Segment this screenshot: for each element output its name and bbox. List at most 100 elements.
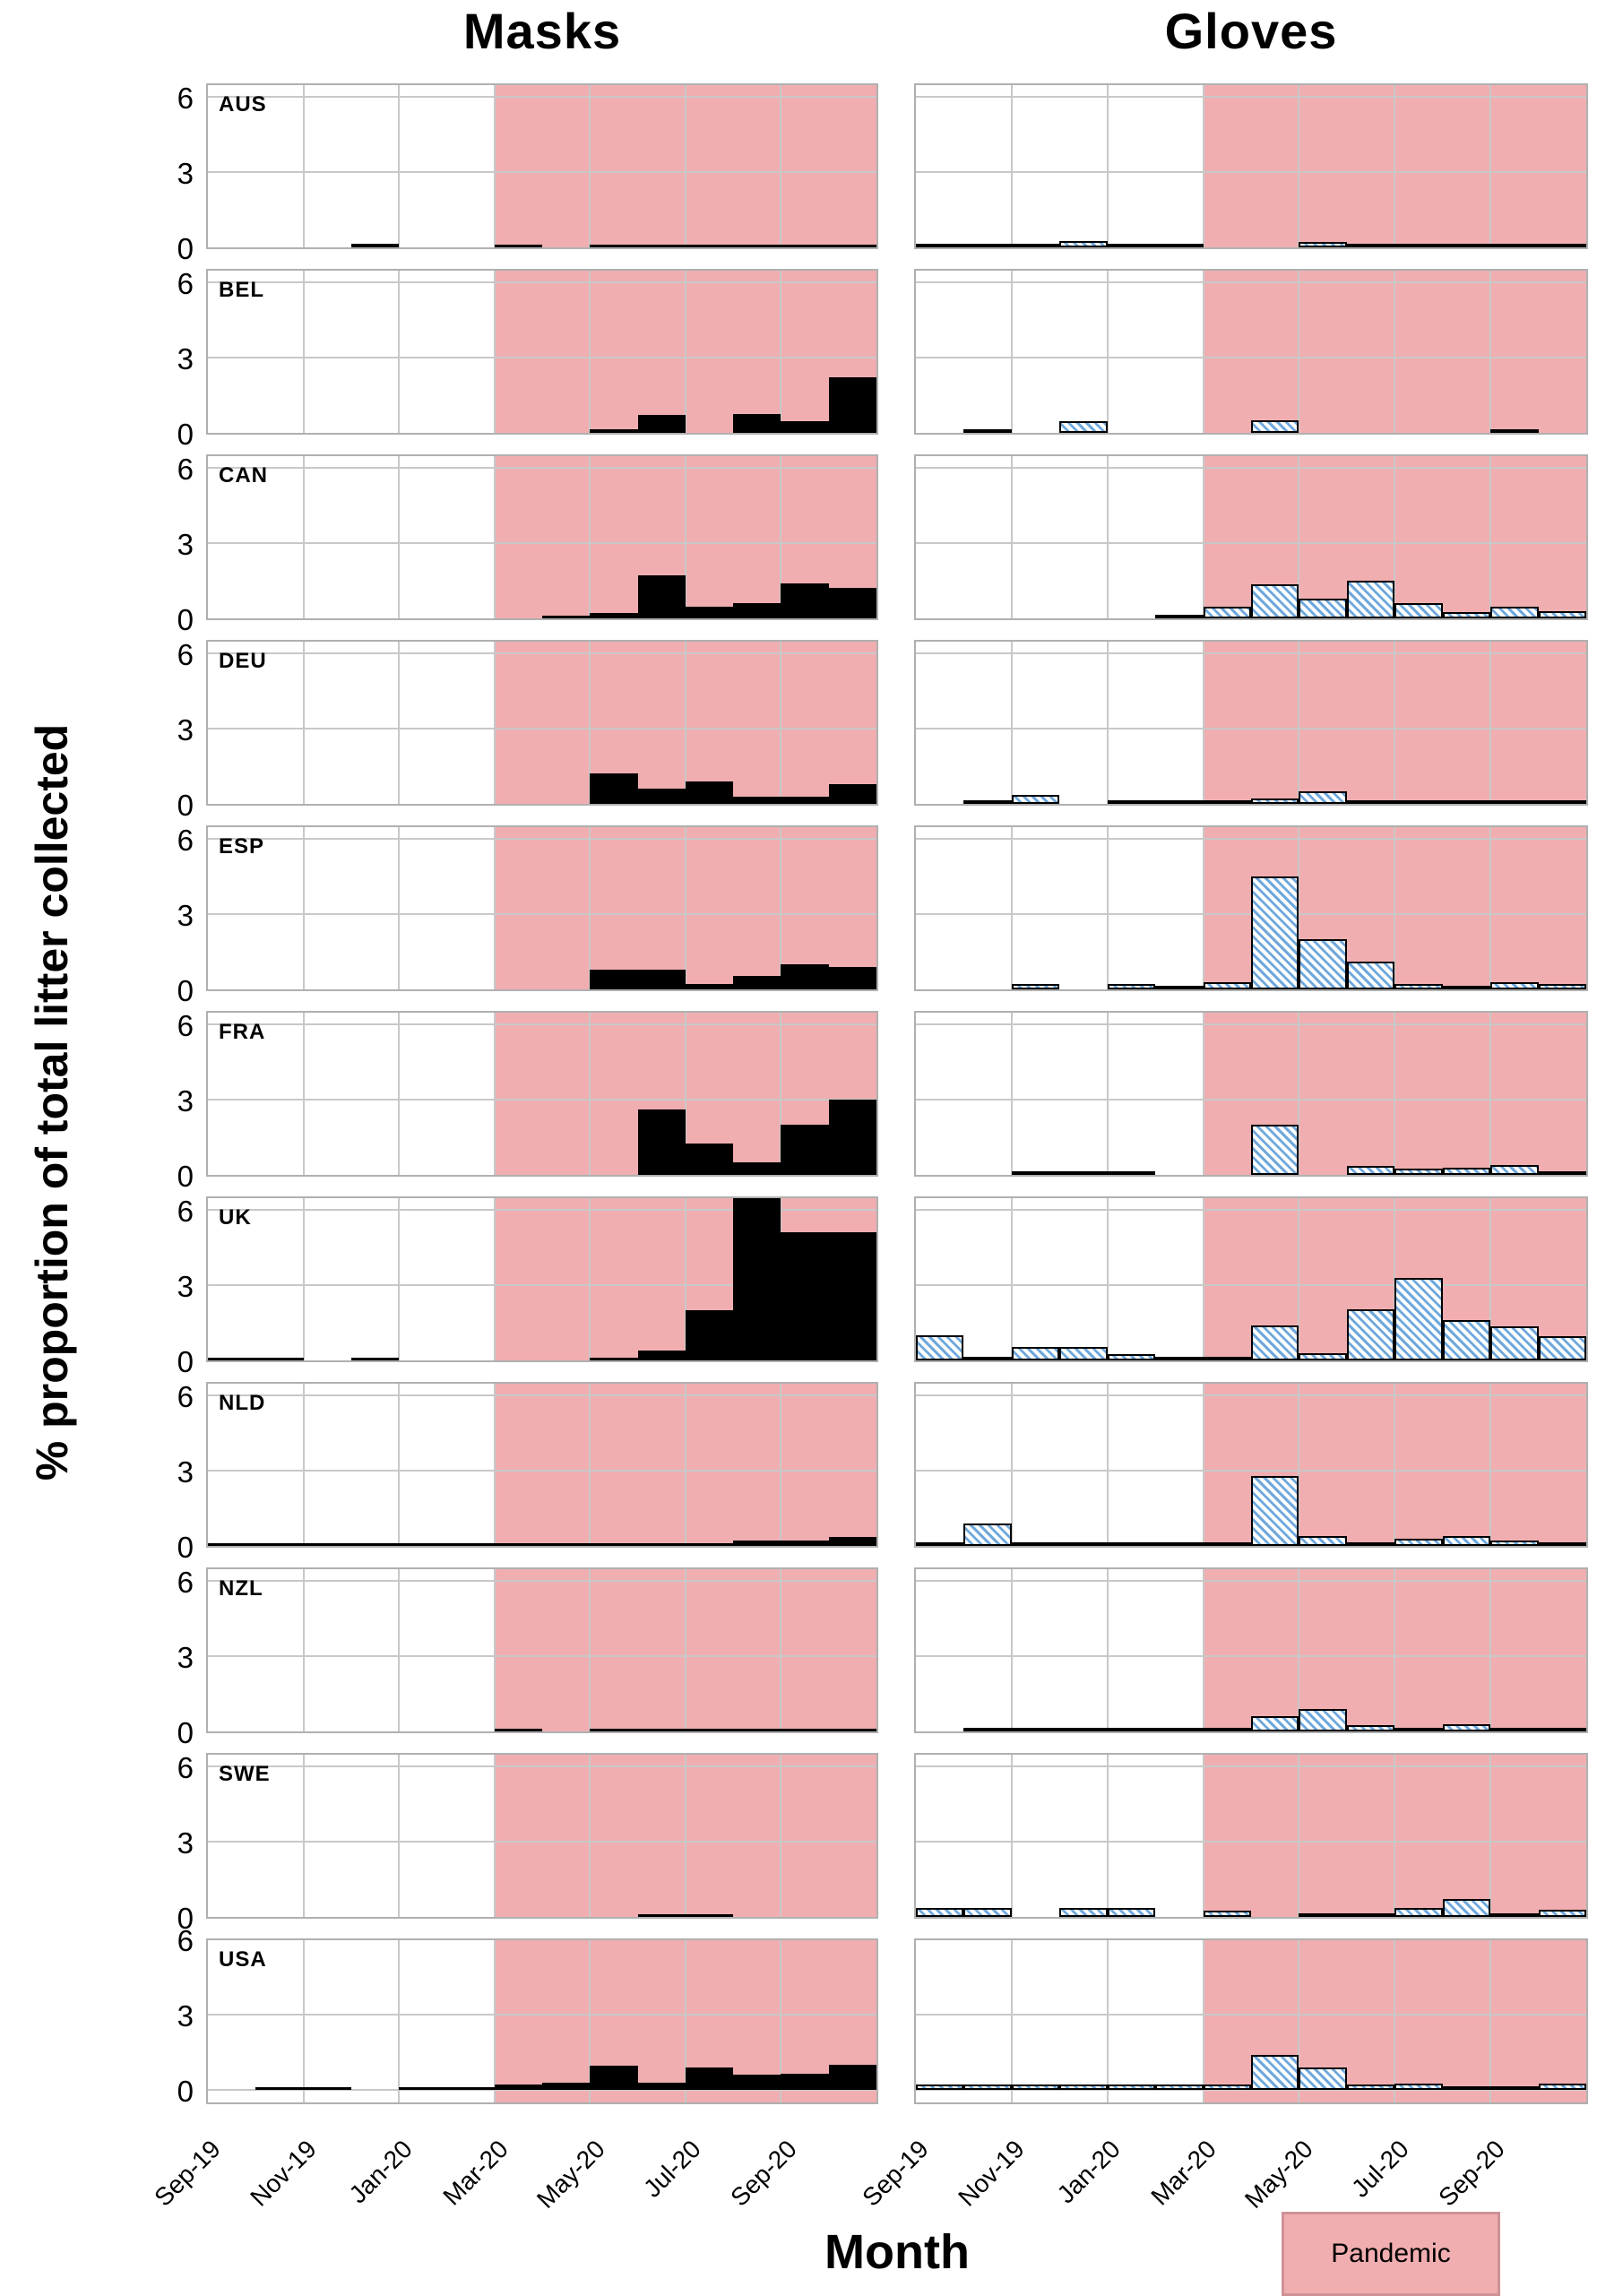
masks-bar-nld-mar-20 bbox=[494, 1543, 542, 1546]
gridline-horizontal bbox=[208, 728, 876, 729]
gridline-vertical bbox=[1298, 456, 1300, 618]
gloves-bar-can-feb-20 bbox=[1155, 615, 1204, 618]
masks-bar-uk-jul-20 bbox=[685, 1310, 734, 1360]
masks-bar-usa-oct-20 bbox=[828, 2065, 876, 2090]
masks-bar-deu-oct-20 bbox=[828, 783, 876, 804]
masks-bar-usa-mar-20 bbox=[494, 2085, 542, 2090]
x-tick-label: Sep-19 bbox=[149, 2135, 226, 2212]
masks-bar-usa-oct-19 bbox=[255, 2087, 304, 2090]
gridline-vertical bbox=[1010, 1384, 1013, 1546]
gridline-vertical bbox=[1394, 85, 1396, 247]
masks-bar-uk-may-20 bbox=[590, 1357, 638, 1360]
y-tick-label: 0 bbox=[177, 1531, 194, 1564]
masks-bar-fra-oct-20 bbox=[828, 1100, 876, 1175]
gridline-vertical bbox=[398, 642, 401, 804]
gloves-bar-usa-jan-20 bbox=[1107, 2085, 1156, 2090]
gridline-vertical bbox=[398, 1755, 401, 1917]
gridline-vertical bbox=[1202, 456, 1204, 618]
gridline-vertical bbox=[780, 85, 782, 247]
gridline-vertical bbox=[1394, 827, 1396, 989]
gloves-bar-uk-mar-20 bbox=[1203, 1357, 1251, 1360]
gridline-horizontal bbox=[208, 1099, 876, 1101]
gloves-bar-deu-nov-19 bbox=[1011, 795, 1060, 804]
gloves-bar-uk-jul-20 bbox=[1394, 1277, 1443, 1360]
panel-deu-masks: DEU bbox=[206, 640, 878, 806]
gloves-bar-nld-jan-20 bbox=[1107, 1542, 1156, 1546]
country-label-esp: ESP bbox=[219, 834, 265, 859]
gloves-bar-swe-aug-20 bbox=[1442, 1899, 1491, 1917]
gridline-vertical bbox=[1298, 1755, 1300, 1917]
masks-column-title: Masks bbox=[462, 3, 622, 59]
y-tick-label: 3 bbox=[177, 713, 194, 747]
gloves-bar-can-oct-20 bbox=[1538, 610, 1586, 618]
x-tick-label: Jan-20 bbox=[343, 2135, 419, 2209]
gridline-vertical bbox=[1394, 1013, 1396, 1175]
y-tick-label: 0 bbox=[177, 1902, 194, 1935]
gridline-vertical bbox=[1010, 85, 1013, 247]
gridline-horizontal bbox=[916, 1938, 1586, 1940]
gridline-horizontal bbox=[916, 1655, 1586, 1657]
gridline-vertical bbox=[1202, 827, 1204, 989]
gridline-horizontal bbox=[208, 913, 876, 915]
masks-bar-can-aug-20 bbox=[733, 603, 781, 618]
gridline-horizontal bbox=[916, 1765, 1586, 1767]
gridline-vertical bbox=[1298, 1384, 1300, 1546]
gridline-vertical bbox=[780, 1013, 782, 1175]
chart-row: 6 3 0 FRA bbox=[177, 1011, 1597, 1196]
gridline-vertical bbox=[1298, 1940, 1300, 2102]
masks-bar-usa-may-20 bbox=[590, 2066, 638, 2090]
gridline-vertical bbox=[302, 1198, 305, 1360]
gridline-vertical bbox=[1010, 456, 1013, 618]
masks-bar-nld-sep-20 bbox=[781, 1541, 829, 1546]
masks-bar-deu-may-20 bbox=[590, 773, 638, 804]
gridline-horizontal bbox=[208, 1655, 876, 1657]
gloves-bar-nzl-oct-19 bbox=[963, 1728, 1012, 1731]
gloves-bar-nld-mar-20 bbox=[1203, 1542, 1251, 1546]
gridline-vertical bbox=[589, 1569, 591, 1731]
panel-bel-gloves bbox=[914, 269, 1588, 435]
gloves-bar-esp-jun-20 bbox=[1346, 962, 1395, 989]
masks-bar-deu-sep-20 bbox=[781, 796, 829, 804]
gloves-bar-nld-sep-20 bbox=[1490, 1541, 1539, 1546]
gridline-horizontal bbox=[916, 1023, 1586, 1025]
gloves-bar-swe-mar-20 bbox=[1203, 1911, 1251, 1917]
gridline-horizontal bbox=[916, 1841, 1586, 1843]
gloves-bar-aus-sep-20 bbox=[1490, 244, 1539, 247]
panel-fra-masks: FRA bbox=[206, 1011, 878, 1177]
panel-aus-gloves bbox=[914, 83, 1588, 249]
gloves-bar-usa-sep-20 bbox=[1490, 2085, 1539, 2090]
gridline-vertical bbox=[1106, 271, 1109, 433]
masks-bar-nzl-oct-20 bbox=[828, 1729, 876, 1731]
gridline-vertical bbox=[1010, 1755, 1013, 1917]
gloves-bar-fra-jul-20 bbox=[1394, 1169, 1443, 1175]
gridline-vertical bbox=[1202, 271, 1204, 433]
gloves-bar-swe-dec-19 bbox=[1059, 1908, 1108, 1917]
masks-bar-uk-aug-20 bbox=[733, 1198, 781, 1360]
gloves-bar-bel-sep-20 bbox=[1490, 428, 1539, 433]
gridline-vertical bbox=[1106, 1013, 1109, 1175]
masks-bar-fra-jun-20 bbox=[637, 1109, 686, 1175]
gridline-vertical bbox=[398, 1940, 401, 2102]
panel-aus-masks: AUS bbox=[206, 83, 878, 249]
gridline-vertical bbox=[493, 1569, 496, 1731]
gridline-vertical bbox=[589, 1384, 591, 1546]
gridline-vertical bbox=[302, 827, 305, 989]
gridline-vertical bbox=[684, 827, 686, 989]
gridline-horizontal bbox=[208, 357, 876, 358]
masks-bar-can-jun-20 bbox=[637, 575, 686, 618]
gloves-bar-aus-dec-19 bbox=[1059, 241, 1108, 247]
y-tick-label: 0 bbox=[177, 232, 194, 265]
masks-bar-usa-nov-19 bbox=[303, 2087, 351, 2090]
masks-bar-usa-jan-20 bbox=[399, 2087, 447, 2090]
gloves-bar-fra-dec-19 bbox=[1059, 1170, 1108, 1175]
gloves-bar-esp-nov-19 bbox=[1011, 984, 1060, 989]
masks-bar-deu-jul-20 bbox=[685, 781, 734, 804]
gloves-bar-nld-jun-20 bbox=[1346, 1542, 1395, 1546]
gridline-zero bbox=[208, 2089, 876, 2091]
masks-bar-bel-may-20 bbox=[590, 428, 638, 433]
masks-bar-uk-oct-20 bbox=[828, 1232, 876, 1360]
gridline-vertical bbox=[1489, 827, 1492, 989]
y-tick-label: 6 bbox=[177, 82, 194, 115]
gloves-bar-nld-oct-19 bbox=[963, 1523, 1012, 1546]
gloves-bar-swe-sep-19 bbox=[916, 1908, 964, 1917]
